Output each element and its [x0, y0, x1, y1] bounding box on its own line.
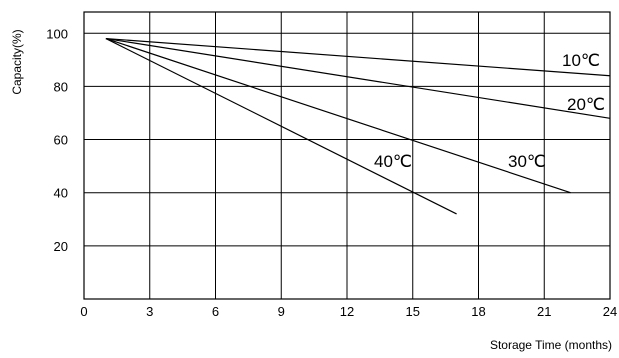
y-tick-label: 60 — [54, 133, 68, 148]
x-tick-label: 18 — [471, 304, 485, 319]
grid-lines — [83, 12, 611, 299]
x-tick-label: 12 — [340, 304, 354, 319]
y-tick-labels: 20 40 60 80 100 — [46, 26, 68, 254]
series-label-1: 10℃ — [562, 51, 600, 70]
x-axis-label: Storage Time (months) — [490, 338, 612, 352]
plot-frame — [83, 11, 611, 300]
x-tick-label: 15 — [406, 304, 420, 319]
y-tick-label: 100 — [46, 26, 68, 41]
x-tick-label: 9 — [278, 304, 285, 319]
x-tick-label: 0 — [80, 304, 87, 319]
series-label-2: 20℃ — [567, 95, 605, 114]
x-tick-label: 21 — [537, 304, 551, 319]
series-line-1 — [105, 37, 611, 77]
y-tick-label: 80 — [54, 79, 68, 94]
series-line-2 — [105, 37, 611, 119]
x-tick-label: 3 — [146, 304, 153, 319]
x-tick-labels: 0 3 6 9 12 15 18 21 24 — [80, 304, 617, 319]
y-axis-label: Capacity(%) — [10, 29, 24, 94]
series-labels: 10℃ 20℃ 30℃ 40℃ — [374, 51, 605, 171]
y-tick-label: 40 — [54, 186, 68, 201]
series-label-4: 40℃ — [374, 152, 412, 171]
series-label-3: 30℃ — [508, 152, 546, 171]
series-line-3 — [105, 38, 571, 194]
x-tick-label: 24 — [603, 304, 617, 319]
x-tick-label: 6 — [212, 304, 219, 319]
series-line-4 — [105, 38, 457, 215]
y-tick-label: 20 — [54, 239, 68, 254]
series-lines — [105, 37, 611, 215]
